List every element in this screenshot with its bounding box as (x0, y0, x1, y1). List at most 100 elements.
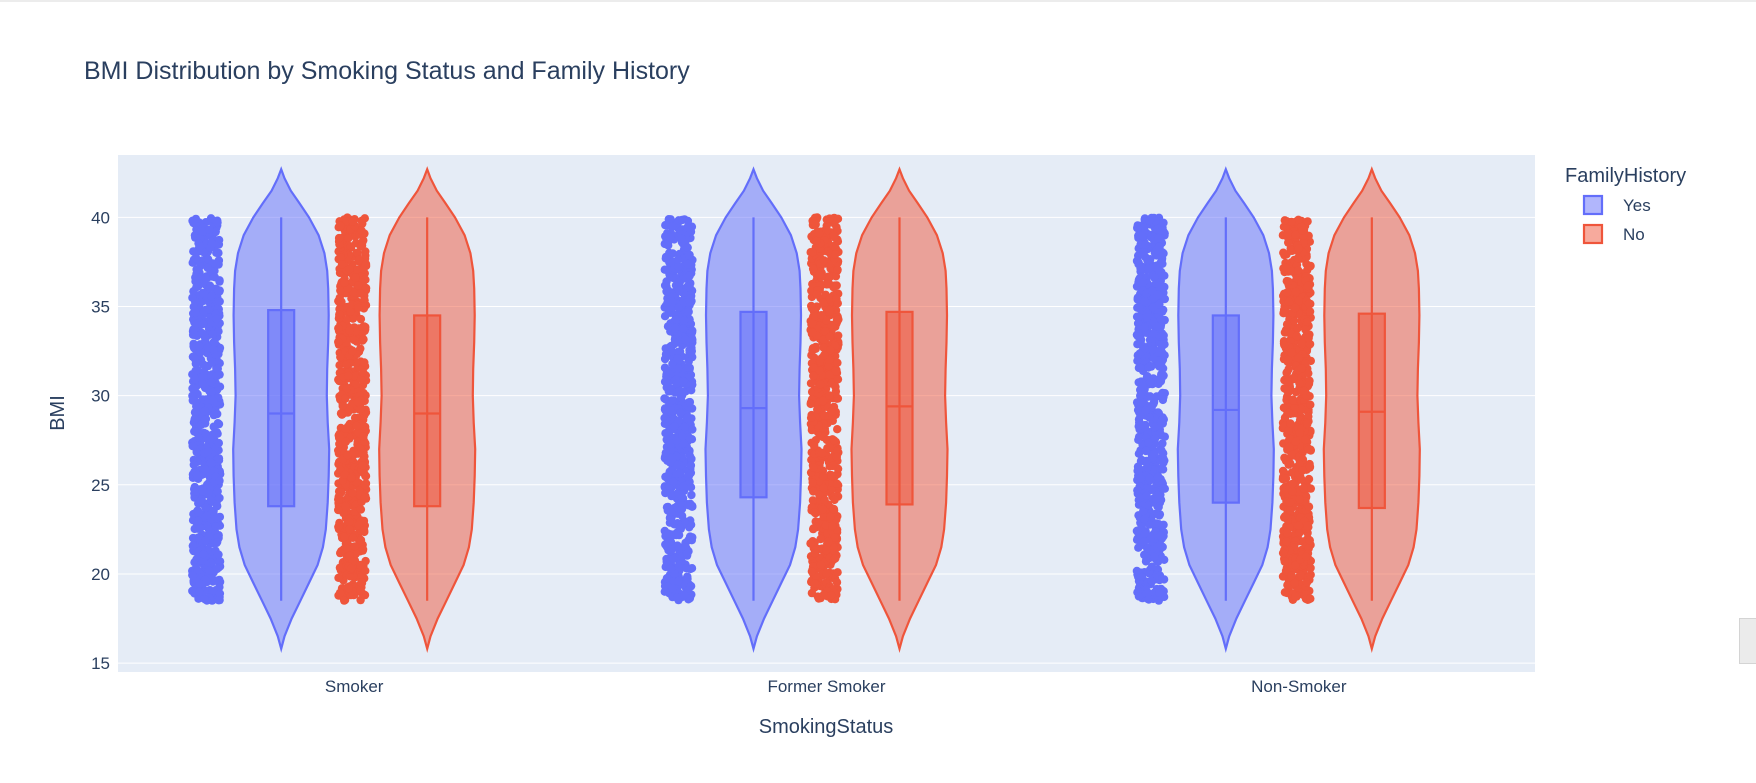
data-point (826, 512, 835, 522)
data-point (191, 375, 200, 384)
data-point (346, 307, 355, 316)
data-point (1153, 490, 1162, 500)
data-point (351, 327, 360, 336)
data-point (335, 293, 344, 303)
data-point (356, 404, 366, 413)
data-point (810, 548, 819, 558)
data-point (1286, 419, 1295, 428)
data-point (1159, 218, 1168, 227)
data-point (347, 563, 356, 573)
data-point (191, 253, 201, 263)
data-point (814, 229, 824, 238)
data-point (1299, 483, 1308, 493)
data-point (1306, 261, 1315, 271)
data-point (210, 576, 219, 585)
data-point (816, 560, 826, 570)
data-point (1136, 391, 1145, 400)
legend-label: Yes (1623, 196, 1651, 215)
data-point (1285, 443, 1294, 452)
data-point (1134, 449, 1144, 458)
data-point (188, 571, 197, 580)
data-point (1138, 232, 1147, 241)
data-point (1157, 416, 1167, 425)
data-point (359, 432, 368, 441)
data-point (192, 470, 202, 480)
data-point (676, 408, 685, 418)
data-point (202, 480, 212, 489)
data-point (1286, 459, 1295, 468)
data-point (346, 242, 355, 251)
data-point (207, 387, 216, 396)
data-point (1303, 281, 1313, 291)
data-point (809, 441, 819, 451)
data-point (358, 461, 367, 470)
data-point (1148, 303, 1158, 312)
data-point (832, 479, 842, 488)
data-point (1151, 263, 1160, 272)
data-point (665, 232, 675, 242)
data-point (341, 394, 350, 403)
data-point (834, 315, 843, 324)
data-point (1147, 286, 1157, 296)
violin-traces (188, 166, 1421, 654)
data-point (1133, 332, 1143, 341)
data-point (666, 564, 675, 573)
scrollbar-handle[interactable] (1739, 618, 1756, 664)
data-point (1135, 493, 1145, 503)
data-point (359, 264, 368, 274)
data-point (336, 548, 345, 558)
points-yes (660, 215, 697, 605)
data-point (1298, 466, 1307, 475)
data-point (660, 312, 670, 321)
data-point (1159, 575, 1169, 584)
data-point (672, 436, 681, 445)
data-point (807, 588, 817, 598)
data-point (810, 508, 819, 517)
data-point (684, 433, 694, 442)
data-point (344, 234, 353, 243)
data-point (674, 262, 683, 271)
data-point (1287, 348, 1296, 357)
data-point (334, 505, 343, 515)
legend-items: Yes No (1582, 194, 1651, 245)
data-point (686, 483, 696, 492)
data-point (336, 352, 345, 362)
violin-group-no-1 (806, 166, 949, 653)
data-point (1142, 456, 1151, 466)
data-point (1143, 544, 1152, 553)
data-point (1143, 588, 1153, 598)
data-point (213, 218, 222, 227)
points-no (334, 213, 371, 605)
data-point (817, 311, 826, 320)
data-point (1140, 529, 1149, 538)
data-point (1294, 244, 1304, 253)
data-point (207, 357, 217, 367)
data-point (198, 556, 208, 565)
data-point (190, 427, 199, 436)
data-point (348, 314, 358, 323)
data-point (207, 239, 217, 248)
data-point (827, 471, 837, 481)
data-point (190, 354, 199, 363)
data-point (673, 255, 683, 264)
data-point (1134, 465, 1143, 475)
data-point (199, 307, 209, 316)
data-point (195, 341, 204, 351)
data-point (1154, 234, 1164, 243)
data-point (196, 348, 205, 357)
data-point (808, 478, 817, 487)
data-point (832, 452, 841, 462)
data-point (189, 247, 198, 256)
data-point (190, 415, 199, 424)
data-point (1156, 377, 1166, 386)
y-axis-label: BMI (47, 395, 69, 431)
points-yes (188, 214, 225, 605)
data-point (1145, 413, 1154, 422)
data-point (347, 473, 356, 482)
data-point (663, 298, 672, 308)
data-point (334, 522, 343, 531)
data-point (204, 447, 213, 456)
data-point (215, 370, 224, 379)
data-point (807, 567, 817, 576)
data-point (809, 363, 819, 372)
